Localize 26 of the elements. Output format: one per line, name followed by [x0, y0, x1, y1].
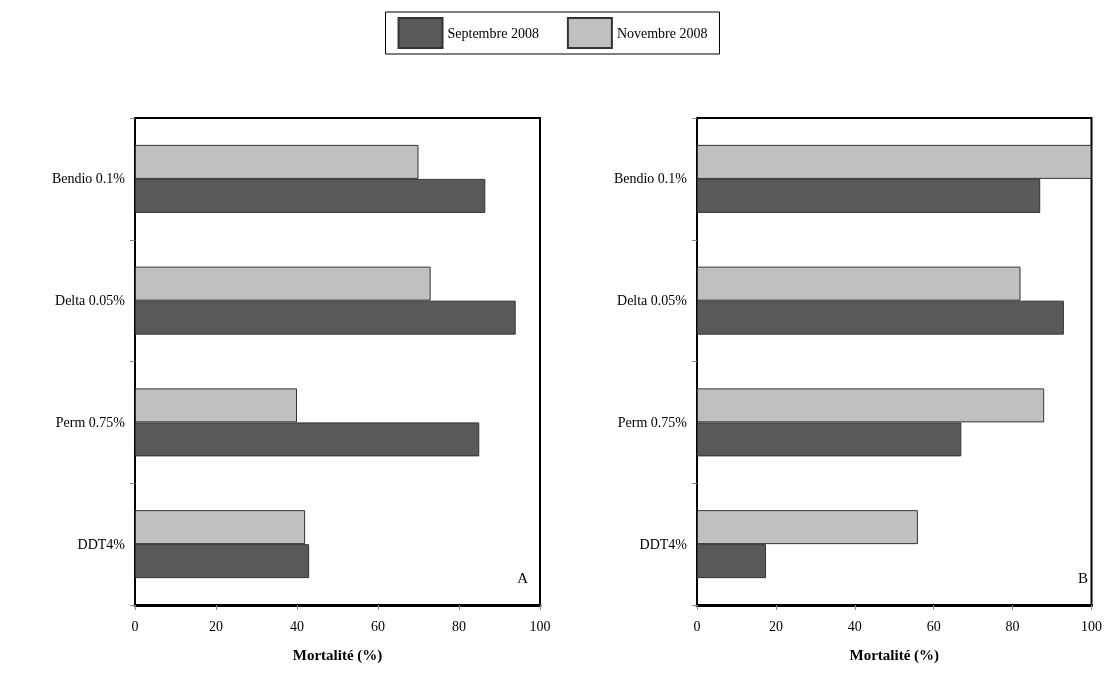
y-tick-label: Perm 0.75% [617, 414, 688, 430]
x-tick-label: 20 [768, 618, 783, 634]
x-tick-label: 100 [529, 618, 551, 634]
y-tick-label: Delta 0.05% [55, 293, 126, 309]
y-tick-label: Delta 0.05% [617, 293, 688, 309]
y-tick-label: DDT4% [639, 536, 688, 552]
x-tick-label: 80 [452, 618, 466, 634]
x-tick-label: 100 [1081, 618, 1102, 634]
x-tick-label: 40 [847, 618, 862, 634]
annotation: A [517, 569, 529, 586]
legend-label: Novembre 2008 [616, 25, 708, 41]
x-tick-label: 40 [290, 618, 304, 634]
x-tick-label: 0 [131, 618, 139, 634]
x-tick-label: 60 [371, 618, 385, 634]
x-tick-label: 20 [209, 618, 223, 634]
annotation: B [1078, 569, 1089, 586]
y-tick-label: Perm 0.75% [55, 414, 126, 430]
x-axis-title: Mortalité (%) [292, 646, 383, 664]
x-tick-label: 80 [1005, 618, 1020, 634]
x-axis-title: Mortalité (%) [849, 646, 940, 664]
y-tick-label: DDT4% [77, 536, 126, 552]
x-tick-label: 0 [693, 618, 701, 634]
y-tick-label: Bendio 0.1% [613, 171, 688, 187]
legend-label: Septembre 2008 [447, 25, 539, 41]
y-tick-label: Bendio 0.1% [51, 171, 126, 187]
x-tick-label: 60 [926, 618, 941, 634]
